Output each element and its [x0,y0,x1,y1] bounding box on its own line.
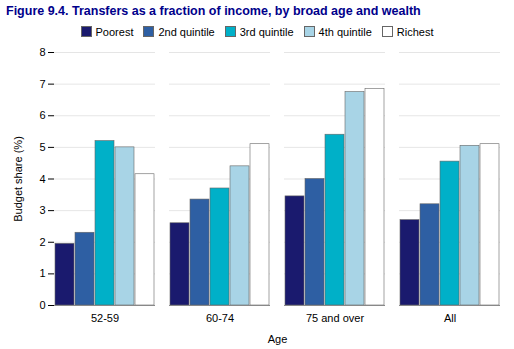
html-text:3rd quintile: 3rd quintile [239,25,294,38]
svg-text:7: 7 [39,77,45,89]
svg-text:5: 5 [39,141,45,153]
html-text:Poorest: Poorest [95,25,134,38]
svg-text:8: 8 [39,46,45,58]
html-text:Richest: Richest [396,25,434,38]
svg-text:2: 2 [39,235,45,247]
svg-text:All: All [444,312,456,324]
html-text:4th quintile: 4th quintile [318,25,372,38]
svg-text:52-59: 52-59 [91,312,119,324]
svg-text:Budget share (%): Budget share (%) [12,136,24,222]
svg-text:1: 1 [39,267,45,279]
svg-text:4: 4 [39,172,45,184]
html-text:Figure 9.4. Transfers as a fra: Figure 9.4. Transfers as a fraction of i… [6,4,421,18]
svg-text:60-74: 60-74 [206,312,234,324]
html-text:2nd quintile: 2nd quintile [158,25,215,38]
svg-text:75 and over: 75 and over [306,312,364,324]
svg-text:6: 6 [39,109,45,121]
svg-text:Age: Age [268,332,288,344]
svg-text:3: 3 [39,204,45,216]
svg-text:0: 0 [39,299,45,311]
